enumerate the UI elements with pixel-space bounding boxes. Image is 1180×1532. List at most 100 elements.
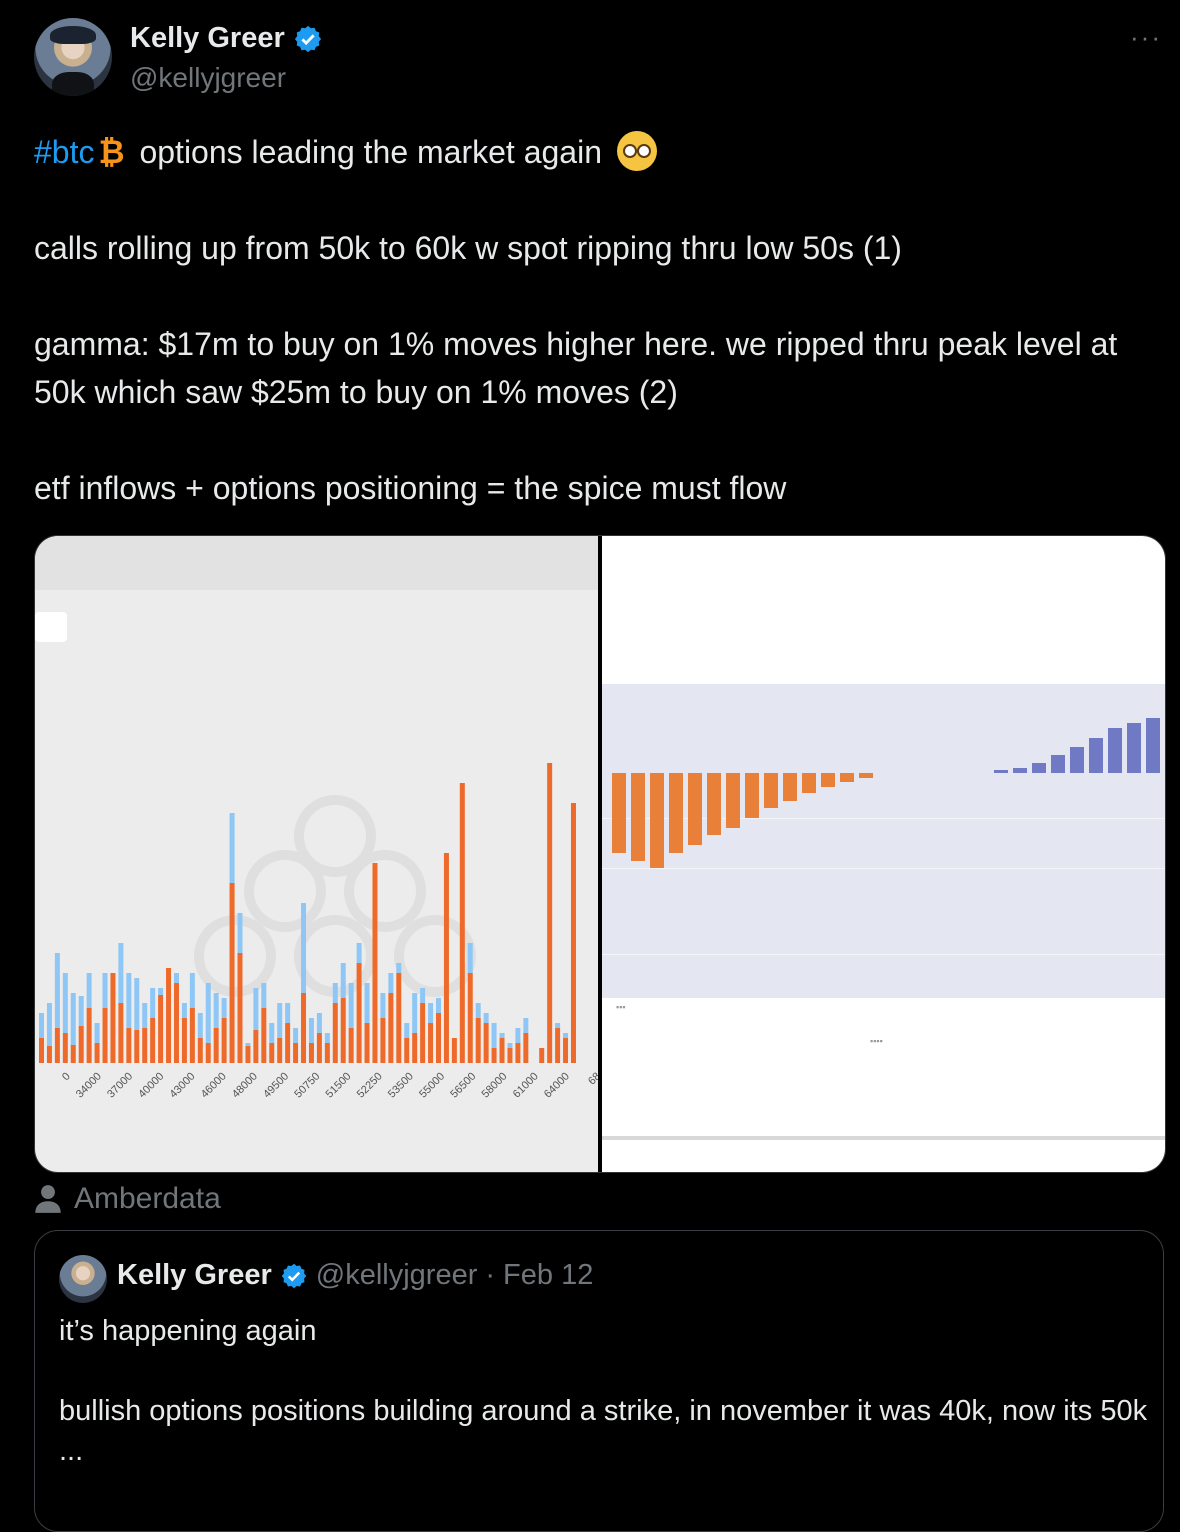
grid-line [602,954,1165,955]
bar-orange [547,763,553,1063]
bar-orange [62,1033,68,1063]
bar-blue [348,983,354,1028]
quoted-tweet-header: Kelly Greer @kellyjgreer · Feb 12 [117,1259,593,1292]
bar-blue [523,1018,529,1033]
bar-orange [86,1008,92,1063]
bar-orange [404,1038,410,1063]
bar-orange [237,953,243,1063]
bar-blue [380,993,386,1018]
bar-blue [499,1033,505,1038]
bar-orange [94,1043,100,1063]
axis-label-blurred: ▪▪▪▪ [870,1036,883,1046]
bar-orange [54,1028,60,1063]
axis-label-blurred: ▪▪▪ [616,1002,626,1012]
tick-label: 64000 [542,1070,572,1100]
tick-label: 56500 [448,1070,478,1100]
bar-orange [173,983,179,1063]
author-avatar[interactable] [34,18,112,96]
bar-orange [158,995,164,1063]
bar-blue [332,983,338,1003]
bar-blue [213,993,219,1028]
bar-orange [118,1003,124,1063]
tick-label: 40000 [136,1070,166,1100]
options-chart-image[interactable]: 0 34000 37000 40000 43000 46000 48000 49500 5075… [35,536,598,1172]
bar-blue [118,943,124,1003]
tick-label: 50750 [292,1070,322,1100]
bar-negative [707,773,721,835]
bar-orange [102,1008,108,1063]
tweet-para2: calls rolling up from 50k to 60k w spot … [34,230,902,266]
bar-blue [173,973,179,983]
quoted-author-name: Kelly Greer [117,1259,272,1291]
bar-blue [126,973,132,1028]
bar-negative [840,773,854,782]
bar-positive [1146,718,1160,773]
tick-label: 43000 [168,1070,198,1100]
bar-group [39,763,576,1063]
bar-orange [451,1038,457,1063]
bar-blue [316,1013,322,1033]
quoted-tweet[interactable]: Kelly Greer @kellyjgreer · Feb 12 it’s h… [34,1230,1164,1532]
bar-blue [285,1003,291,1023]
tick-label: 68 [586,1070,598,1087]
bar-orange [213,1028,219,1063]
author-handle[interactable]: @kellyjgreer [130,62,287,93]
bar-blue [507,1043,513,1048]
media-source-label: Amberdata [74,1182,221,1215]
tick-label: 48000 [230,1070,260,1100]
bar-negative [783,773,797,801]
bar-orange [428,1023,434,1063]
bar-blue [293,1028,299,1043]
bar-orange [380,1018,386,1063]
bar-orange [308,1043,314,1063]
bar-blue [197,1013,203,1038]
bar-blue [221,998,227,1018]
bar-negative [612,773,626,853]
media-grid[interactable]: 0 34000 37000 40000 43000 46000 48000 49500 5075… [34,535,1166,1173]
bar-negative [859,773,873,778]
media-source[interactable]: Amberdata [34,1182,221,1216]
bar-blue [467,943,473,973]
bar-negative [802,773,816,793]
hashtag-link[interactable]: #btc [34,134,95,170]
tweet-text: #btc ₿ options leading the market again c… [34,128,1154,512]
bar-positive [994,770,1008,773]
person-icon [35,1185,61,1213]
bar-negative [821,773,835,787]
bar-blue [388,973,394,993]
more-options-icon[interactable]: ··· [1130,22,1162,52]
bar-blue [245,1043,251,1046]
bar-positive [1108,728,1122,773]
author-name-text[interactable]: Kelly Greer [130,22,285,54]
bar-orange [229,883,235,1063]
grid-line [602,818,1165,819]
bar-orange [324,1043,330,1063]
bar-orange [348,1028,354,1063]
bar-orange [412,1033,418,1063]
gamma-chart-image[interactable]: ▪▪▪ ▪▪▪▪ [602,536,1165,1172]
tick-label: 53500 [386,1070,416,1100]
bar-blue [396,963,402,973]
bar-orange [166,968,172,1063]
bar-negative [669,773,683,853]
bar-blue [356,943,362,963]
chart-chip [35,612,67,642]
open-interest-bar-chart: 0 34000 37000 40000 43000 46000 48000 49500 5075… [39,763,598,1101]
bar-negative [650,773,664,868]
bar-positive [1127,723,1141,773]
bar-blue [301,903,307,993]
bar-orange [515,1043,521,1063]
bar-orange [78,1026,84,1063]
bar-blue [277,1003,283,1038]
tick-label: 0 [60,1070,73,1083]
bar-negative [631,773,645,861]
bitcoin-icon: ₿ [98,134,125,170]
quoted-tweet-date: Feb 12 [503,1259,594,1291]
bar-positive [1013,768,1027,773]
bar-blue [237,913,243,953]
author-name[interactable]: Kelly Greer [130,22,323,55]
bar-orange [507,1048,513,1063]
bar-group [612,718,1160,868]
verified-badge-icon [294,25,321,52]
bar-orange [483,1023,489,1063]
